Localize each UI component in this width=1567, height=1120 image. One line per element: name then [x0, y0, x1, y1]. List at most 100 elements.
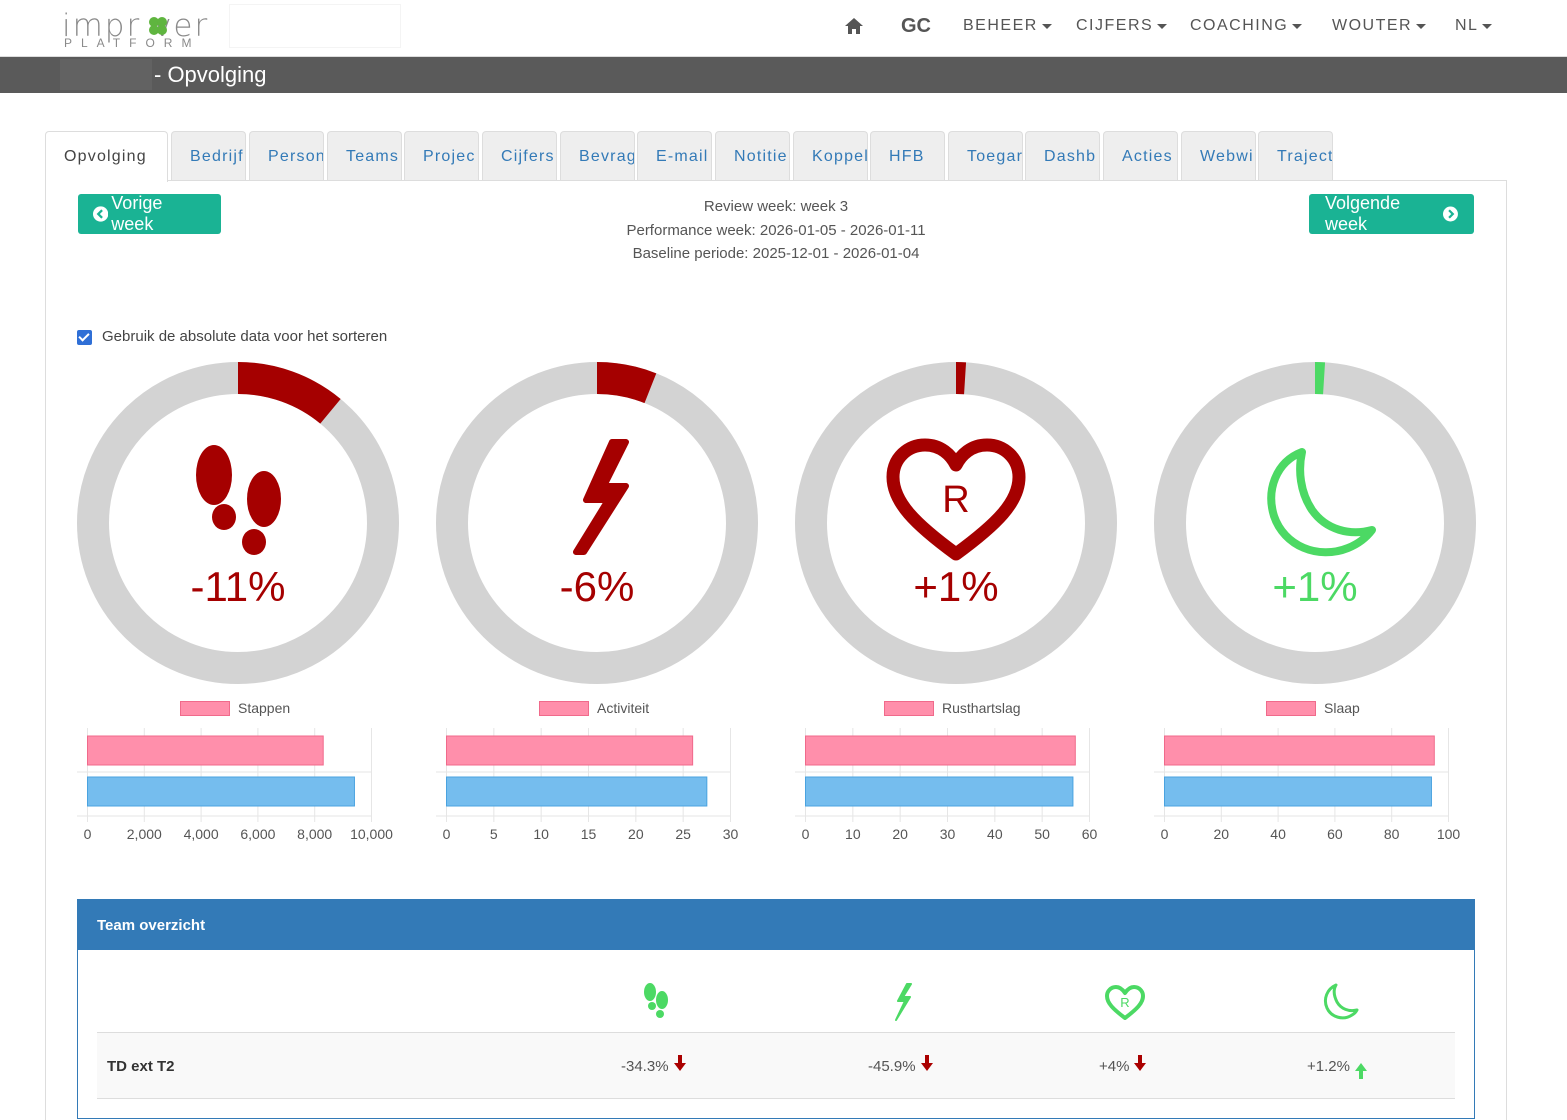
improver-logo[interactable]: impr ver PLATFORM [62, 8, 222, 50]
caret-down-icon [1482, 23, 1493, 29]
nav-coaching[interactable]: COACHING [1190, 0, 1303, 52]
tab-notities[interactable]: Notitie [715, 131, 790, 181]
x-tick-label: 30 [722, 826, 739, 842]
gauge-activiteit-percent: -6% [559, 563, 635, 610]
legend-label: Activiteit [597, 700, 650, 716]
x-tick-label: 80 [1383, 826, 1400, 842]
x-tick-label: 25 [675, 826, 691, 842]
nav-language[interactable]: NL [1455, 0, 1493, 52]
tab-dashboard[interactable]: Dashb [1025, 131, 1100, 181]
x-tick-label: 10 [845, 826, 861, 842]
nav-cijfers[interactable]: CIJFERS [1076, 0, 1168, 52]
tab-opvolging[interactable]: Opvolging [45, 131, 168, 182]
bar-chart-svg [795, 728, 1090, 822]
nav-home[interactable] [845, 0, 863, 52]
tab-trajecten[interactable]: Traject [1258, 131, 1333, 181]
review-info: Review week: week 3 Performance week: 20… [520, 195, 1032, 266]
performance-week: Performance week: 2026-01-05 - 2026-01-1… [626, 221, 926, 239]
prev-week-label: Vorige week [111, 193, 163, 234]
prev-week-button[interactable]: Vorige week [78, 193, 221, 234]
caret-down-icon [1157, 23, 1168, 29]
bar-baseline[interactable] [805, 776, 1074, 807]
gauge-arc [436, 362, 758, 684]
bar-chart-svg [436, 728, 731, 822]
page-title: - Opvolging [154, 62, 267, 87]
cell-value: -34.3% [621, 1058, 669, 1075]
bar-chart-activiteit: 0 5 10 15 20 25 30 [436, 728, 756, 843]
nav-beheer[interactable]: BEHEER [963, 0, 1052, 52]
nav-user[interactable]: WOUTER [1332, 0, 1427, 52]
home-icon [845, 18, 863, 34]
cell-value: +4% [1099, 1058, 1130, 1075]
team-activiteit-cell: -45.9% [868, 1055, 933, 1075]
legend-activiteit[interactable]: Activiteit [539, 700, 649, 716]
bar-chart-rusthartslag: 0 10 20 30 40 50 60 [795, 728, 1115, 843]
gauge-rusthartslag-percent: +1% [913, 563, 999, 610]
heart-r-icon: R [886, 438, 1026, 561]
next-week-label: Volgende week [1325, 193, 1401, 234]
arrow-down-icon [673, 1055, 686, 1072]
x-tick-label: 20 [892, 826, 908, 842]
x-tick-label: 10 [533, 826, 549, 842]
tab-bevragingen[interactable]: Bevrag [560, 131, 635, 181]
bar-baseline[interactable] [446, 776, 708, 807]
next-week-button[interactable]: Volgende week [1309, 193, 1474, 234]
legend-label: Rusthartslag [942, 700, 1021, 716]
bar-performance[interactable] [446, 735, 694, 766]
top-navbar: impr ver PLATFORM GC BEHEER CIJFERS COAC… [0, 0, 1567, 57]
tab-toegang[interactable]: Toegar [948, 131, 1023, 181]
tab-koppelingen[interactable]: Koppel [793, 131, 868, 181]
svg-text:R: R [1120, 995, 1129, 1010]
bar-performance[interactable] [1164, 735, 1435, 766]
x-tick-label: 2,000 [126, 826, 162, 842]
bar-performance[interactable] [87, 735, 324, 766]
tab-projecten[interactable]: Projec [404, 131, 479, 181]
team-rusthartslag-cell: +4% [1099, 1055, 1147, 1075]
x-tick-label: 20 [628, 826, 644, 842]
bar-baseline[interactable] [1164, 776, 1432, 807]
tab-emails[interactable]: E-mail [637, 131, 712, 181]
gauge-stappen: -11% [77, 362, 399, 684]
legend-label: Stappen [238, 700, 291, 716]
tab-teams[interactable]: Teams [327, 131, 402, 181]
legend-label: Slaap [1324, 700, 1360, 716]
bar-performance[interactable] [805, 735, 1076, 766]
tab-acties[interactable]: Acties [1103, 131, 1178, 181]
arrow-down-icon [1134, 1055, 1147, 1072]
sort-absolute-label: Gebruik de absolute data voor het sorter… [102, 328, 388, 345]
tab-hfb[interactable]: HFB [870, 131, 945, 181]
caret-down-icon [1416, 23, 1427, 29]
gauge-slaap: +1% [1154, 362, 1476, 684]
gauge-rusthartslag: R +1% [795, 362, 1117, 684]
x-tick-label: 100 [1436, 826, 1461, 842]
x-tick-label: 10,000 [350, 826, 393, 842]
tab-webwinkel[interactable]: Webwi [1181, 131, 1256, 181]
review-week: Review week: week 3 [703, 198, 849, 215]
tab-bedrijf[interactable]: Bedrijf [171, 131, 246, 181]
team-slaap-cell: +1.2% [1307, 1058, 1367, 1080]
baseline-period: Baseline periode: 2025-12-01 - 2026-01-0… [632, 245, 920, 262]
legend-stappen[interactable]: Stappen [180, 700, 290, 716]
x-tick-label: 30 [939, 826, 956, 842]
tab-personen[interactable]: Person [249, 131, 324, 181]
moon-icon [1323, 983, 1359, 1020]
legend-swatch [180, 700, 230, 716]
legend-rusthartslag[interactable]: Rusthartslag [884, 700, 1021, 716]
x-tick-label: 0 [1160, 826, 1169, 842]
table-row[interactable] [97, 1033, 1455, 1099]
bar-baseline[interactable] [87, 776, 355, 807]
team-stappen-cell: -34.3% [621, 1055, 686, 1075]
lightning-icon [895, 983, 912, 1021]
sort-absolute-checkbox[interactable] [77, 330, 92, 345]
page-header-bar: - Opvolging [0, 57, 1567, 93]
tab-cijfers[interactable]: Cijfers [482, 131, 557, 181]
logo-subtitle: PLATFORM [64, 36, 201, 50]
bar-chart-slaap: 0 20 40 60 80 100 [1154, 728, 1474, 843]
bar-chart-stappen: 0 2,000 4,000 6,000 8,000 10,000 [77, 728, 397, 843]
x-tick-label: 0 [83, 826, 92, 842]
legend-slaap[interactable]: Slaap [1266, 700, 1360, 716]
caret-down-icon [1041, 23, 1052, 29]
nav-gc[interactable]: GC [901, 14, 931, 37]
gauge-arc [77, 362, 399, 684]
legend-swatch [1266, 700, 1316, 716]
